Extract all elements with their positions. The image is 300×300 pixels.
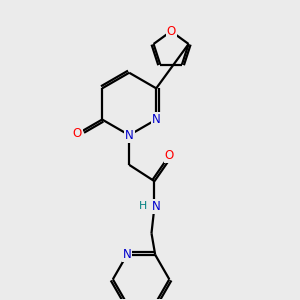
Text: N: N [123, 248, 131, 261]
Text: O: O [165, 149, 174, 162]
Text: O: O [167, 25, 176, 38]
Text: N: N [152, 113, 161, 126]
Text: N: N [125, 129, 134, 142]
Text: O: O [73, 128, 82, 140]
Text: N: N [152, 200, 160, 213]
Text: H: H [139, 202, 147, 212]
